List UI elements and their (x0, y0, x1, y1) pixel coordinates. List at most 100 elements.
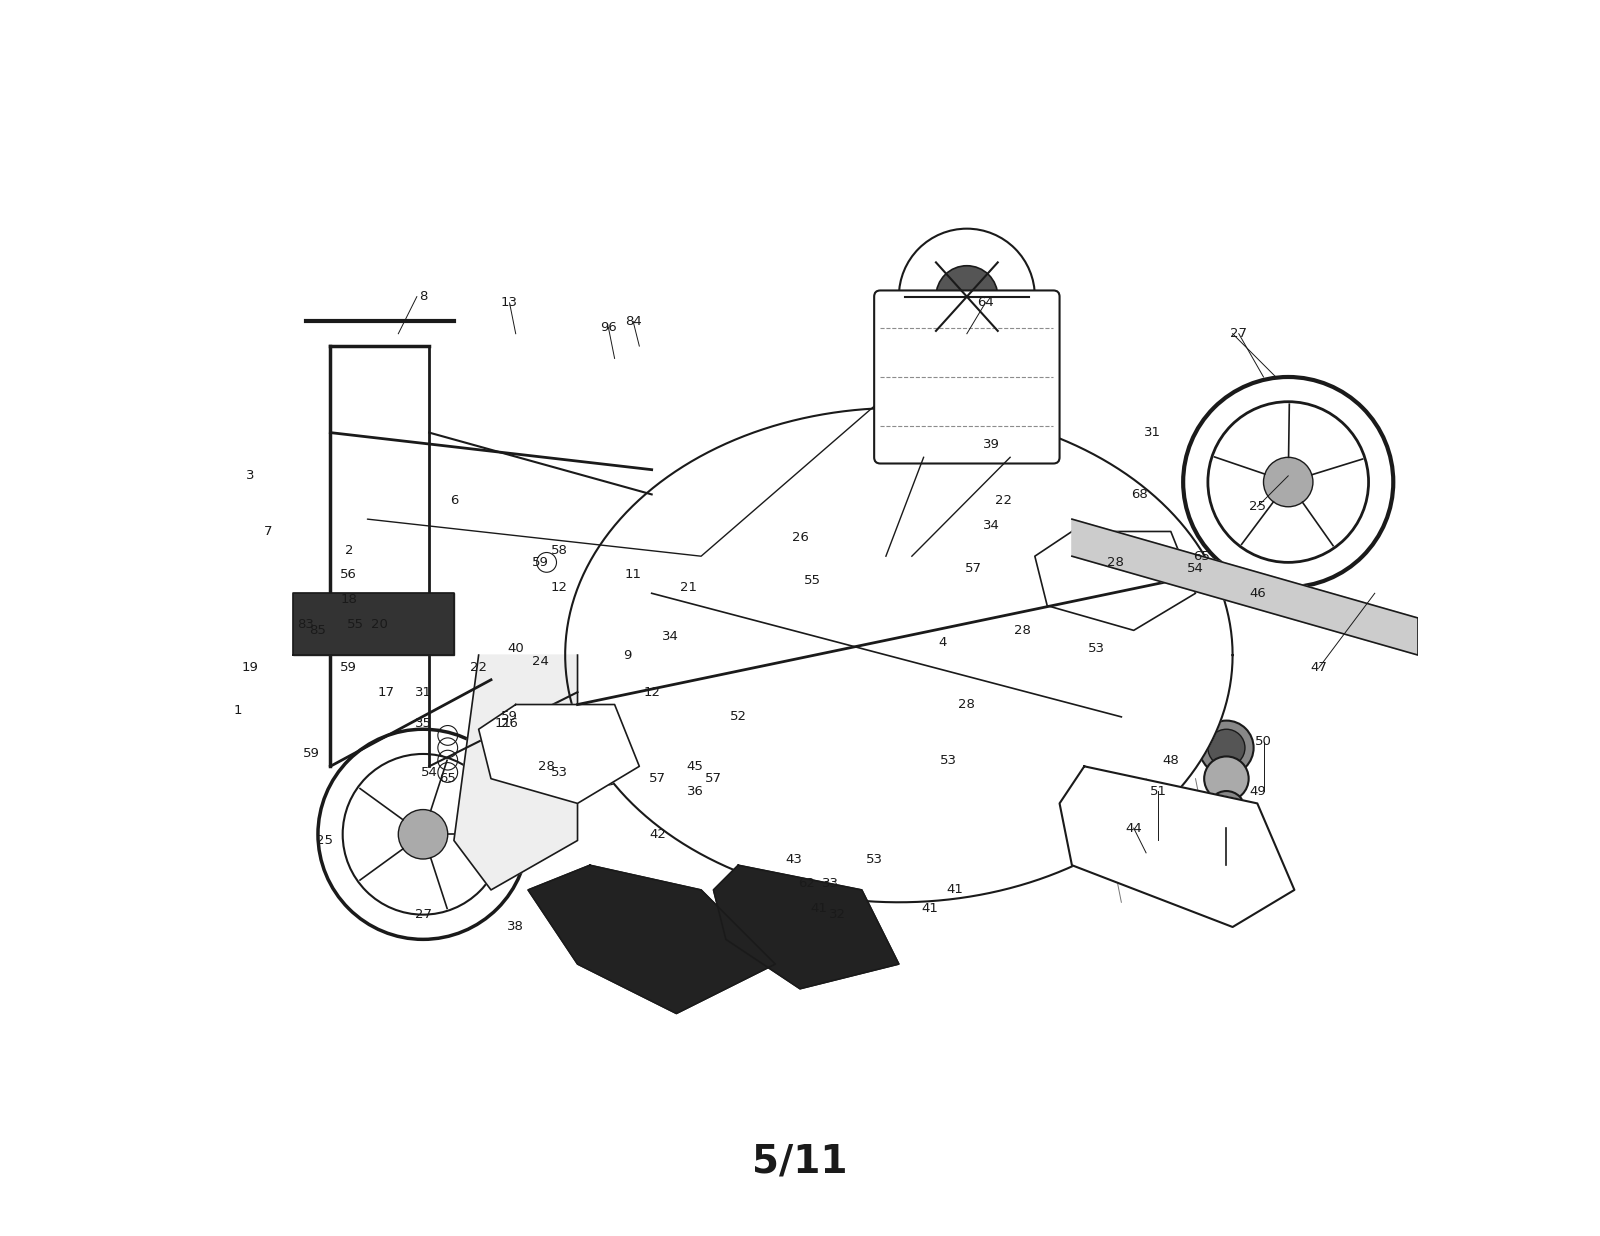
Polygon shape (478, 705, 640, 803)
Text: 53: 53 (550, 766, 568, 779)
Text: 24: 24 (533, 655, 549, 667)
Text: 17: 17 (378, 686, 395, 698)
Circle shape (1264, 457, 1314, 507)
Text: 56: 56 (341, 569, 357, 581)
Text: 41: 41 (922, 902, 938, 915)
Text: 51: 51 (1150, 785, 1166, 797)
Text: 2: 2 (344, 544, 354, 556)
Text: 57: 57 (965, 562, 981, 575)
Text: 53: 53 (866, 853, 883, 865)
Text: 48: 48 (1163, 754, 1179, 766)
Text: 21: 21 (680, 581, 698, 593)
Text: 19: 19 (242, 661, 259, 674)
Polygon shape (714, 865, 899, 989)
Text: 9: 9 (622, 649, 630, 661)
Circle shape (398, 810, 448, 859)
Text: 43: 43 (786, 853, 802, 865)
Polygon shape (565, 408, 1232, 902)
Polygon shape (454, 655, 578, 890)
Text: 8: 8 (419, 290, 427, 303)
Text: 33: 33 (822, 878, 840, 890)
Polygon shape (1059, 766, 1294, 927)
Text: 31: 31 (1144, 426, 1160, 439)
Text: 49: 49 (1250, 785, 1266, 797)
Text: 11: 11 (494, 717, 512, 729)
Text: 62: 62 (798, 878, 814, 890)
Text: 6: 6 (450, 494, 458, 507)
Polygon shape (1072, 519, 1418, 655)
Text: 11: 11 (624, 569, 642, 581)
Text: 40: 40 (507, 643, 525, 655)
Text: 47: 47 (1310, 661, 1328, 674)
Text: 53: 53 (939, 754, 957, 766)
Text: 59: 59 (533, 556, 549, 569)
Text: 59: 59 (341, 661, 357, 674)
Text: 45: 45 (686, 760, 704, 772)
Text: 1: 1 (234, 705, 242, 717)
Text: 53: 53 (1088, 643, 1106, 655)
Text: 28: 28 (538, 760, 555, 772)
Text: 64: 64 (978, 297, 994, 309)
Text: 28: 28 (958, 698, 976, 711)
Text: 55: 55 (347, 618, 363, 630)
Text: 22: 22 (995, 494, 1013, 507)
Circle shape (1200, 721, 1254, 775)
Text: 7: 7 (264, 525, 272, 538)
Text: 58: 58 (550, 544, 568, 556)
Text: 65: 65 (440, 772, 456, 785)
Text: 52: 52 (730, 711, 747, 723)
Text: 57: 57 (650, 772, 666, 785)
Text: 55: 55 (803, 575, 821, 587)
Text: 4: 4 (938, 637, 946, 649)
Text: 20: 20 (371, 618, 389, 630)
Text: 46: 46 (1250, 587, 1266, 599)
Text: 35: 35 (414, 717, 432, 729)
Text: 83: 83 (298, 618, 314, 630)
FancyBboxPatch shape (874, 290, 1059, 464)
Text: 5/11: 5/11 (752, 1143, 848, 1180)
Text: 38: 38 (507, 921, 525, 933)
Text: 18: 18 (341, 593, 357, 606)
Text: 28: 28 (1014, 624, 1030, 637)
Text: 27: 27 (414, 908, 432, 921)
Text: 85: 85 (309, 624, 326, 637)
Text: 32: 32 (829, 908, 845, 921)
Text: 34: 34 (982, 519, 1000, 531)
Text: 39: 39 (982, 439, 1000, 451)
Text: 34: 34 (662, 630, 678, 643)
Text: 54: 54 (1187, 562, 1203, 575)
Text: 96: 96 (600, 321, 616, 334)
Circle shape (1208, 729, 1245, 766)
Text: 26: 26 (501, 717, 518, 729)
Circle shape (936, 266, 998, 328)
Text: 28: 28 (1107, 556, 1123, 569)
Text: 3: 3 (246, 470, 254, 482)
Text: 12: 12 (643, 686, 661, 698)
Text: 59: 59 (501, 711, 518, 723)
Text: 25: 25 (1250, 501, 1266, 513)
Text: 50: 50 (1254, 735, 1272, 748)
Text: 12: 12 (550, 581, 568, 593)
Text: 84: 84 (624, 315, 642, 328)
Text: 26: 26 (792, 531, 808, 544)
Text: 54: 54 (421, 766, 438, 779)
Polygon shape (528, 865, 776, 1014)
Text: 25: 25 (315, 834, 333, 847)
Circle shape (1208, 791, 1245, 828)
Text: 13: 13 (501, 297, 518, 309)
Text: 22: 22 (470, 661, 486, 674)
Text: 41: 41 (810, 902, 827, 915)
Text: 65: 65 (1194, 550, 1210, 562)
Polygon shape (293, 593, 454, 655)
Text: 27: 27 (1230, 328, 1248, 340)
Text: 41: 41 (946, 884, 963, 896)
Text: 36: 36 (686, 785, 704, 797)
Text: 68: 68 (1131, 488, 1149, 501)
Text: 42: 42 (650, 828, 666, 840)
Circle shape (1205, 756, 1248, 801)
Text: 44: 44 (1125, 822, 1142, 834)
Text: 57: 57 (706, 772, 722, 785)
Text: 59: 59 (304, 748, 320, 760)
Text: 31: 31 (414, 686, 432, 698)
Polygon shape (1035, 531, 1195, 630)
